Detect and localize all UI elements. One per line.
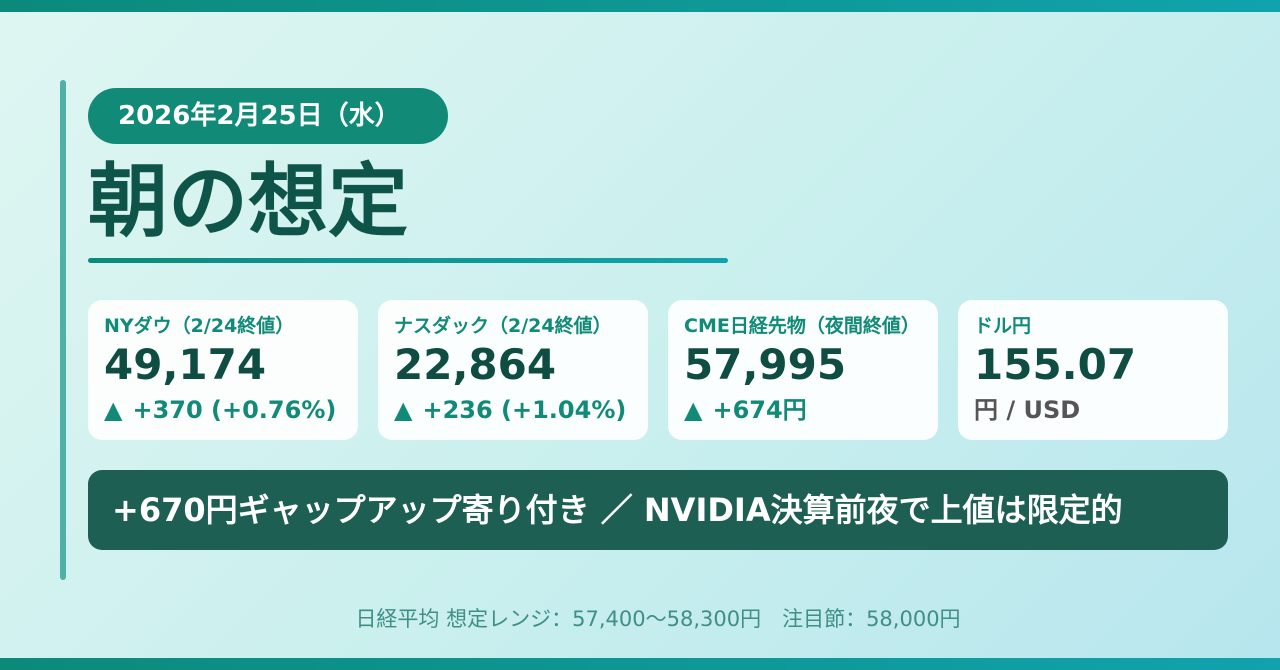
change-text: +370 (+0.76%) bbox=[132, 396, 337, 424]
title-underline bbox=[88, 258, 728, 263]
headline-banner: +670円ギャップアップ寄り付き ／ NVIDIA決算前夜で上値は限定的 bbox=[88, 470, 1228, 550]
card-value: 22,864 bbox=[394, 340, 557, 389]
card-usdjpy: ドル円 155.07 円 / USD bbox=[958, 300, 1228, 440]
left-accent-line bbox=[60, 80, 66, 580]
card-label: NYダウ（2/24終値） bbox=[104, 315, 295, 337]
bottom-accent-bar bbox=[0, 658, 1280, 670]
up-arrow-icon: ▲ bbox=[684, 396, 703, 424]
card-unit: 円 / USD bbox=[974, 396, 1081, 424]
change-text: +236 (+1.04%) bbox=[422, 396, 627, 424]
card-value: 57,995 bbox=[684, 340, 847, 389]
card-nasdaq: ナスダック（2/24終値） 22,864 ▲ +236 (+1.04%) bbox=[378, 300, 648, 440]
card-change: ▲ +370 (+0.76%) bbox=[104, 394, 358, 426]
card-label: ナスダック（2/24終値） bbox=[394, 315, 612, 337]
up-arrow-icon: ▲ bbox=[394, 396, 413, 424]
footer-range-note: 日経平均 想定レンジ：57,400〜58,300円 注目節：58,000円 bbox=[355, 607, 961, 631]
card-value: 49,174 bbox=[104, 340, 267, 389]
card-cme-nikkei-futures: CME日経先物（夜間終値） 57,995 ▲ +674円 bbox=[668, 300, 938, 440]
date-badge: 2026年2月25日（水） bbox=[88, 88, 448, 144]
top-accent-bar bbox=[0, 0, 1280, 12]
page-title: 朝の想定 bbox=[88, 155, 408, 248]
card-label: ドル円 bbox=[974, 315, 1032, 337]
change-text: +674円 bbox=[712, 396, 807, 424]
up-arrow-icon: ▲ bbox=[104, 396, 123, 424]
card-change: ▲ +236 (+1.04%) bbox=[394, 394, 648, 426]
card-ny-dow: NYダウ（2/24終値） 49,174 ▲ +370 (+0.76%) bbox=[88, 300, 358, 440]
card-value: 155.07 bbox=[974, 340, 1137, 389]
card-change: ▲ +674円 bbox=[684, 394, 938, 426]
card-label: CME日経先物（夜間終値） bbox=[684, 315, 920, 337]
